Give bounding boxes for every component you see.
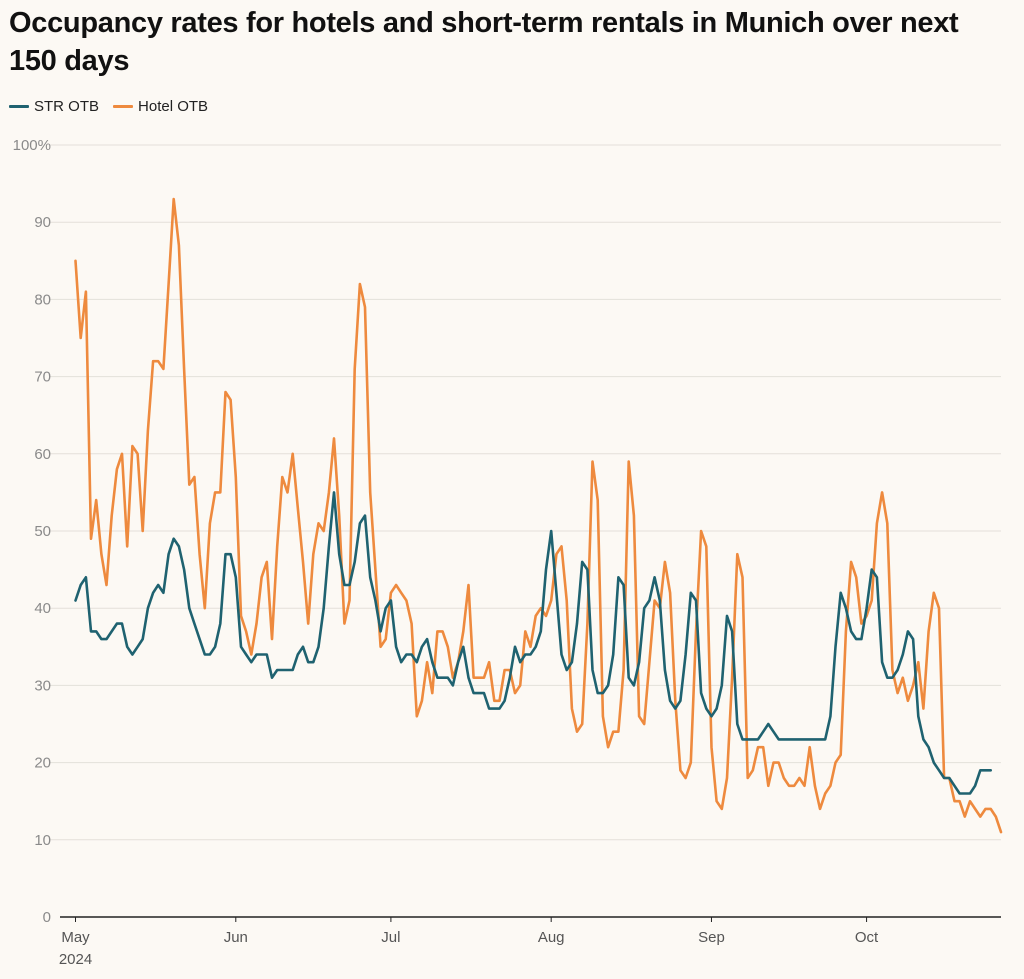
gridlines [50, 144, 1001, 841]
legend-label-hotel: Hotel OTB [138, 97, 209, 115]
legend-label-str: STR OTB [34, 97, 100, 115]
y-axis-ticks: 0 10 20 30 40 50 60 70 80 90 100% [13, 137, 51, 926]
y-tick-label: 80 [34, 291, 51, 308]
x-tick-label: Oct [855, 929, 879, 946]
y-tick-label: 90 [34, 214, 51, 231]
y-tick-label: 60 [34, 446, 51, 463]
x-tick-label: Jun [224, 929, 248, 946]
y-tick-label: 0 [43, 909, 51, 926]
y-tick-label: 40 [34, 600, 51, 617]
x-tick-label: May [61, 929, 90, 946]
series-line-str-otb [74, 491, 993, 795]
x-tick-sublabel: 2024 [59, 951, 92, 968]
x-tick-label: Aug [538, 929, 565, 946]
y-tick-label: 70 [34, 369, 51, 386]
x-tick-label: Sep [698, 929, 725, 946]
y-tick-label: 100% [13, 137, 51, 154]
y-tick-label: 30 [34, 677, 51, 694]
x-tick-label: Jul [381, 929, 400, 946]
y-tick-label: 50 [34, 523, 51, 540]
y-tick-label: 20 [34, 755, 51, 772]
legend: STR OTB Hotel OTB [9, 96, 208, 116]
legend-swatch-str [9, 104, 29, 108]
y-tick-label: 10 [34, 832, 51, 849]
legend-item-hotel[interactable]: Hotel OTB [113, 98, 208, 115]
chart-title: Occupancy rates for hotels and short-ter… [9, 7, 959, 77]
x-axis-ticks: May 2024 Jun Jul Aug Sep Oct [59, 917, 879, 968]
series-line-hotel-otb [74, 197, 1003, 834]
legend-swatch-hotel [113, 104, 134, 108]
series-lines [74, 197, 1003, 834]
legend-item-str[interactable]: STR OTB [9, 98, 99, 115]
